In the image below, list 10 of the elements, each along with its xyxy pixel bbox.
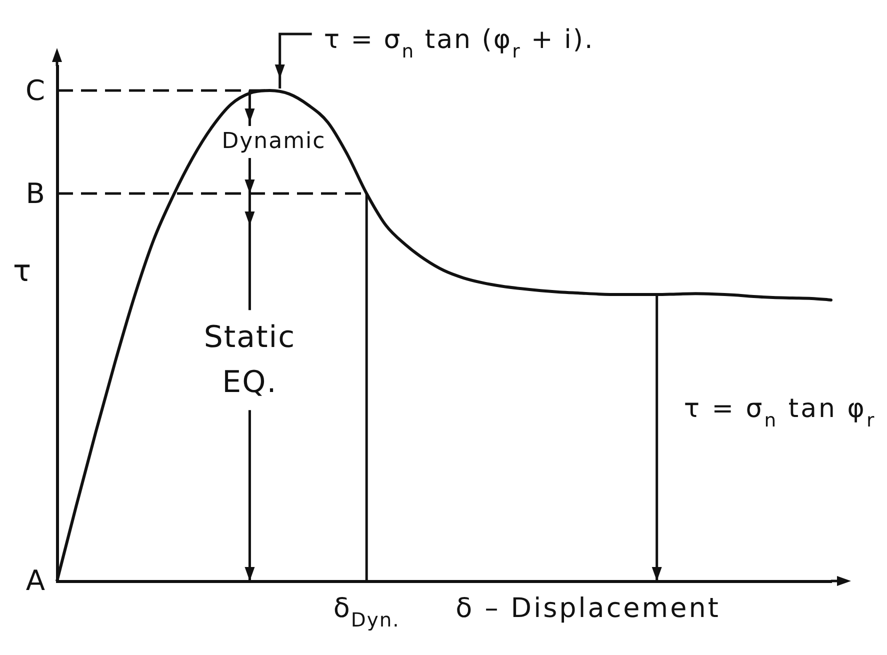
y-axis-title: τ [12,254,32,289]
x-axis-title: δ – Displacement [456,593,720,624]
annotation: Dynamic [222,129,326,154]
text: τ = σ$_{n}$ tan (φ$_{r}$ + i). [324,25,594,62]
text: A [26,564,45,597]
annotation: Static EQ. [202,319,297,402]
ref-line-label: B [26,176,45,210]
annotation: τ = σ$_{n}$ tan φ$_{r}$ [684,394,876,432]
text: δ$_{Dyn.}$ [333,593,400,632]
ref-line-label: C [25,74,45,107]
